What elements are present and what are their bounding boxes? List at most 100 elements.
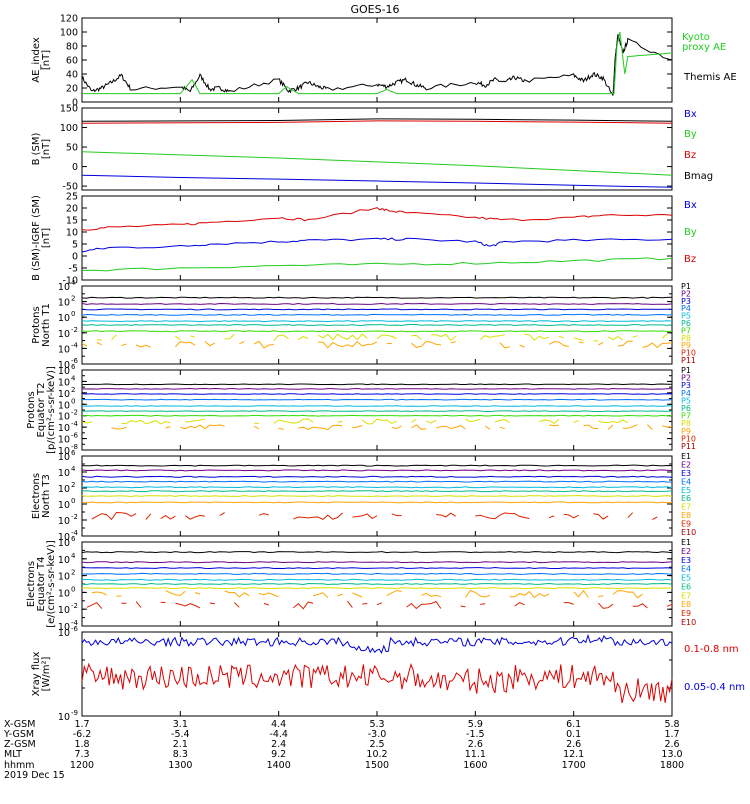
x-axis-value: 5.3 xyxy=(369,719,384,730)
channel-label-p7: P7 xyxy=(681,412,691,421)
series-line-bmag xyxy=(81,118,673,122)
x-axis-row-label: hhmm xyxy=(4,760,35,771)
channel-label-p5: P5 xyxy=(681,312,691,321)
channel-label-p1: P1 xyxy=(681,282,691,291)
series-line-bx xyxy=(81,174,673,188)
channel-line-e2 xyxy=(81,469,673,472)
y-tick-exponent: -4 xyxy=(71,341,79,349)
y-tick-label: 10 xyxy=(58,572,70,583)
legend-entry: Themis AE xyxy=(683,72,737,83)
y-tick-exponent: 4 xyxy=(71,465,76,473)
y-tick-label: 10 xyxy=(58,329,70,340)
series-line-by xyxy=(81,257,673,272)
x-axis-table: X-GSMY-GSMZ-GSMMLThhmm1.7-6.21.87.312003… xyxy=(3,719,684,781)
channel-line-p4 xyxy=(81,313,673,316)
x-axis-value: 1500 xyxy=(365,760,389,771)
y-axis-label: Protons xyxy=(26,391,37,428)
channel-line-e8 xyxy=(81,501,673,504)
channel-line-e5 xyxy=(81,486,673,489)
channel-label-p8: P8 xyxy=(681,419,691,428)
y-tick-exponent: 2 xyxy=(71,481,75,489)
x-axis-value: 9.2 xyxy=(271,749,286,760)
x-axis-value: 12.1 xyxy=(563,749,584,760)
channel-label-p6: P6 xyxy=(681,404,691,413)
y-tick-exponent: 2 xyxy=(71,295,75,303)
x-axis-value: 2.5 xyxy=(369,739,384,750)
x-axis-row-label: Z-GSM xyxy=(4,739,36,750)
y-tick-exponent: 0 xyxy=(71,497,75,505)
y-axis-label: [nT] xyxy=(41,139,52,159)
x-axis-row-label: X-GSM xyxy=(4,719,35,730)
y-tick-exponent: -2 xyxy=(71,409,78,417)
channel-label-e3: E3 xyxy=(681,556,691,565)
x-axis-value: 3.1 xyxy=(173,719,188,730)
channel-label-p2: P2 xyxy=(681,289,691,298)
channel-line-e5 xyxy=(82,578,673,581)
channel-label-p11: P11 xyxy=(681,356,696,365)
y-tick-exponent: -2 xyxy=(71,326,78,334)
x-axis-value: 7.3 xyxy=(74,749,89,760)
channel-label-e5: E5 xyxy=(681,486,691,495)
legend-entry: By xyxy=(684,227,697,238)
y-tick-exponent: -6 xyxy=(71,625,79,633)
x-axis-value: -6.2 xyxy=(73,729,92,740)
channel-line-p4 xyxy=(81,398,673,401)
x-axis-value: 2.6 xyxy=(664,739,679,750)
channel-line-p1 xyxy=(81,383,672,386)
x-axis-value: 1.7 xyxy=(664,729,679,740)
legend-entry: proxy AE xyxy=(682,42,726,53)
x-axis-value: 1.7 xyxy=(74,719,89,730)
x-axis-value: 5.9 xyxy=(468,719,483,730)
y-tick-label: 20 xyxy=(66,204,78,215)
channel-label-p6: P6 xyxy=(681,319,691,328)
channel-label-e10: E10 xyxy=(681,618,696,627)
y-tick-label: 10 xyxy=(58,532,70,543)
series-line-bz xyxy=(81,120,673,124)
y-axis-label: [W/m²] xyxy=(41,656,52,691)
channel-line-e4 xyxy=(81,572,673,575)
plot-date: 2019 Dec 15 xyxy=(4,770,65,781)
y-tick-label: 60 xyxy=(66,56,78,67)
y-tick-exponent: 0 xyxy=(71,310,75,318)
legend-entry: By xyxy=(684,129,697,140)
y-tick-label: 10 xyxy=(58,360,70,371)
channel-line-e4 xyxy=(81,480,673,483)
channel-line-p3 xyxy=(81,393,673,395)
x-axis-value: 1800 xyxy=(660,760,684,771)
x-axis-value: 10.2 xyxy=(366,749,387,760)
channel-line-p5 xyxy=(81,405,672,407)
x-axis-value: -1.5 xyxy=(466,729,485,740)
channel-label-e1: E1 xyxy=(681,538,691,547)
channel-line-p1 xyxy=(81,296,673,299)
x-axis-value: 6.1 xyxy=(566,719,581,730)
series-line-bx xyxy=(81,237,673,253)
channel-label-e2: E2 xyxy=(681,547,691,556)
y-tick-label: -50 xyxy=(62,182,78,193)
channel-label-p1: P1 xyxy=(681,366,691,375)
y-tick-label: 10 xyxy=(58,555,70,566)
x-axis-value: 1300 xyxy=(168,760,192,771)
channel-label-e5: E5 xyxy=(681,574,691,583)
plot-title: GOES-16 xyxy=(350,3,399,16)
series-line-themis-ae xyxy=(81,34,673,96)
channel-label-p3: P3 xyxy=(681,297,691,306)
channel-line-p6 xyxy=(81,324,673,327)
x-axis-value: 1200 xyxy=(70,760,94,771)
legend-entry: Bx xyxy=(684,109,697,120)
series-line-bz xyxy=(81,207,673,231)
channel-line-p9 xyxy=(111,424,673,431)
channel-line-p7 xyxy=(81,414,673,417)
channel-label-p11: P11 xyxy=(681,442,696,451)
channel-label-e2: E2 xyxy=(681,460,691,469)
channel-label-e7: E7 xyxy=(681,503,691,512)
legend-entry: 0.05-0.4 nm xyxy=(684,682,745,693)
channel-label-p3: P3 xyxy=(681,381,691,390)
channel-line-e7 xyxy=(81,494,673,498)
channel-label-p9: P9 xyxy=(681,341,691,350)
y-tick-exponent: -9 xyxy=(71,709,78,717)
y-tick-exponent: 4 xyxy=(71,279,76,287)
y-tick-label: 100 xyxy=(60,28,78,39)
y-axis-label: North T3 xyxy=(41,474,52,518)
